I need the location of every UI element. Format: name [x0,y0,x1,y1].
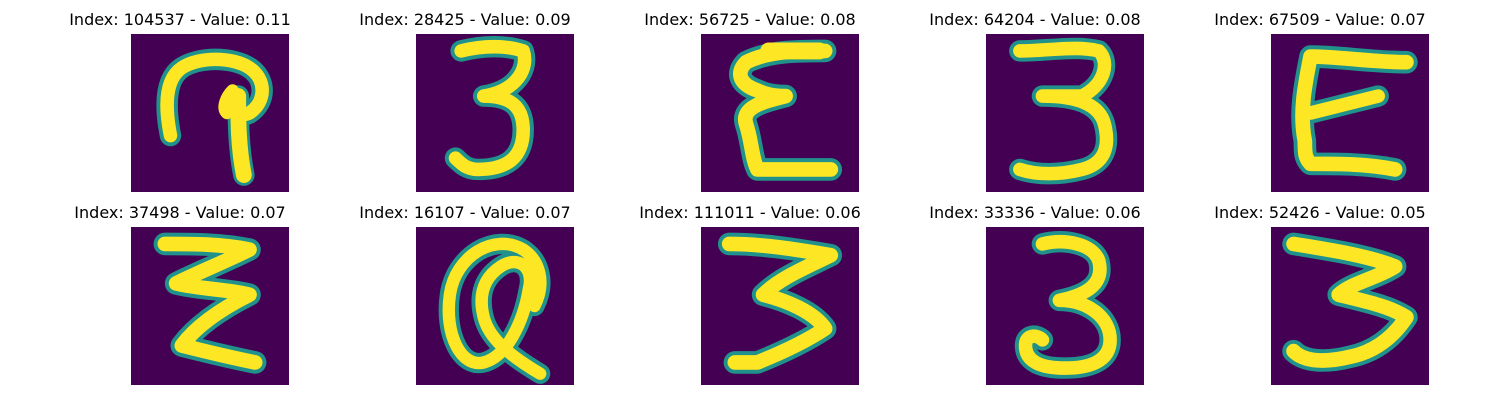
panel-title: Index: 67509 - Value: 0.07 [1214,10,1426,29]
digit-panel-8: Index: 111011 - Value: 0.06 [600,193,900,385]
digit-image-at-sign-like [416,227,574,385]
digit-panel-3: Index: 56725 - Value: 0.08 [600,0,900,192]
panel-title: Index: 64204 - Value: 0.08 [929,10,1141,29]
digit-image-question-mark [131,34,289,192]
panel-title: Index: 52426 - Value: 0.05 [1214,203,1426,222]
panel-title: Index: 16107 - Value: 0.07 [359,203,571,222]
digit-panel-2: Index: 28425 - Value: 0.09 [315,0,615,192]
digit-strokes [438,233,551,384]
digit-strokes [729,39,843,181]
panel-title: Index: 37498 - Value: 0.07 [74,203,286,222]
digit-panel-9: Index: 33336 - Value: 0.06 [885,193,1185,385]
digit-panel-4: Index: 64204 - Value: 0.08 [885,0,1185,192]
digit-strokes [156,48,273,186]
digit-panel-5: Index: 67509 - Value: 0.07 [1170,0,1470,192]
panel-title: Index: 111011 - Value: 0.06 [639,203,861,222]
digit-image-zigzag-3 [131,227,289,385]
digit-panel-10: Index: 52426 - Value: 0.05 [1170,193,1470,385]
digit-image-3 [416,34,574,192]
digit-image-3 [986,34,1144,192]
digit-strokes [153,232,267,374]
panel-title: Index: 56725 - Value: 0.08 [644,10,856,29]
digit-image-e [1271,34,1429,192]
digit-strokes [1282,232,1418,372]
digit-strokes [1291,45,1418,181]
digit-panel-1: Index: 104537 - Value: 0.11 [30,0,330,192]
panel-title: Index: 104537 - Value: 0.11 [69,10,291,29]
digit-strokes [1014,231,1121,379]
digit-strokes [444,35,536,181]
panel-title: Index: 28425 - Value: 0.09 [359,10,571,29]
panel-title: Index: 33336 - Value: 0.06 [929,203,1141,222]
digit-panel-6: Index: 37498 - Value: 0.07 [30,193,330,385]
digit-strokes [717,232,843,374]
digit-panel-7: Index: 16107 - Value: 0.07 [315,193,615,385]
digit-image-e-like [701,34,859,192]
digit-strokes [1009,37,1118,185]
digit-image-3 [1271,227,1429,385]
digit-image-3 [701,227,859,385]
digit-image-3 [986,227,1144,385]
